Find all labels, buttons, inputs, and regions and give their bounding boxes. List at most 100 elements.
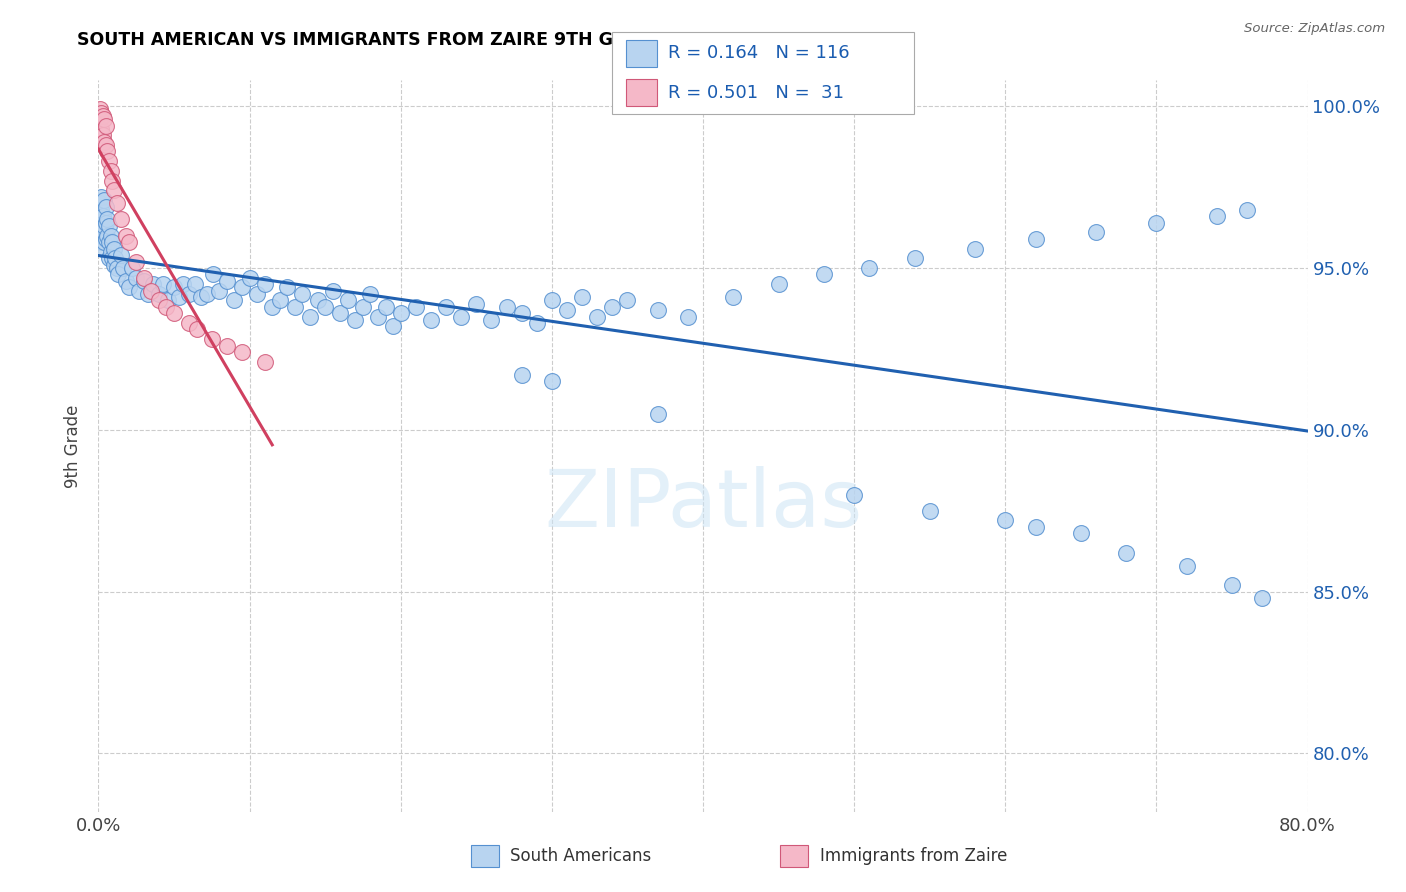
Point [239, 270, 262, 285]
Point [98, 154, 121, 169]
Point [224, 293, 246, 308]
Point [148, 286, 170, 301]
Point [93, 235, 115, 249]
Point [571, 290, 593, 304]
Point [510, 306, 533, 320]
Point [89, 196, 111, 211]
Point [98, 252, 121, 266]
Point [103, 183, 125, 197]
Point [93, 219, 115, 233]
Point [215, 274, 238, 288]
Point [148, 293, 170, 308]
Point [89, 112, 111, 127]
Point [94, 216, 117, 230]
Point [965, 242, 987, 256]
Point [155, 300, 177, 314]
Point [434, 300, 457, 314]
Point [269, 293, 291, 308]
Point [114, 228, 136, 243]
Point [723, 290, 745, 304]
Text: R = 0.164   N = 116: R = 0.164 N = 116 [668, 45, 849, 62]
Point [96, 145, 118, 159]
Point [91, 209, 114, 223]
Point [94, 119, 117, 133]
Point [208, 284, 231, 298]
Point [276, 280, 298, 294]
Point [586, 310, 609, 324]
Point [172, 277, 194, 292]
Point [253, 355, 276, 369]
Text: SOUTH AMERICAN VS IMMIGRANTS FROM ZAIRE 9TH GRADE CORRELATION CHART: SOUTH AMERICAN VS IMMIGRANTS FROM ZAIRE … [77, 31, 882, 49]
Point [994, 513, 1017, 527]
Point [128, 284, 150, 298]
Point [314, 300, 336, 314]
Point [253, 277, 276, 292]
Point [647, 407, 669, 421]
Point [420, 312, 443, 326]
Point [1206, 209, 1229, 223]
Point [142, 277, 165, 292]
Point [101, 235, 124, 249]
Point [90, 235, 112, 249]
Point [844, 487, 866, 501]
Point [299, 310, 322, 324]
Point [163, 306, 186, 320]
Text: ZIPatlas: ZIPatlas [544, 466, 862, 543]
Point [352, 300, 374, 314]
Point [105, 196, 128, 211]
Point [98, 235, 121, 249]
Point [329, 306, 352, 320]
Point [540, 293, 562, 308]
Point [93, 193, 115, 207]
Point [616, 293, 638, 308]
Point [96, 228, 118, 243]
Point [1251, 591, 1274, 606]
Point [141, 284, 163, 298]
Point [344, 312, 367, 326]
Point [918, 504, 941, 518]
Point [91, 226, 114, 240]
Point [1220, 578, 1243, 592]
Point [90, 121, 112, 136]
Point [1175, 558, 1198, 573]
Point [360, 286, 382, 301]
Point [1085, 226, 1108, 240]
Point [93, 112, 115, 127]
Point [94, 232, 117, 246]
Point [768, 277, 790, 292]
Point [104, 252, 127, 266]
Point [389, 306, 412, 320]
Point [89, 103, 111, 117]
Point [336, 293, 359, 308]
Point [322, 284, 344, 298]
Point [101, 252, 124, 266]
Point [100, 244, 122, 259]
Point [647, 303, 669, 318]
Point [215, 339, 238, 353]
Point [89, 228, 111, 243]
Point [858, 260, 880, 275]
Point [100, 228, 122, 243]
Point [291, 286, 314, 301]
Point [186, 322, 208, 336]
Point [179, 286, 201, 301]
Text: R = 0.501   N =  31: R = 0.501 N = 31 [668, 84, 844, 102]
Point [510, 368, 533, 382]
Point [105, 260, 128, 275]
Point [405, 300, 427, 314]
Point [91, 128, 114, 143]
Text: Source: ZipAtlas.com: Source: ZipAtlas.com [1244, 22, 1385, 36]
Point [90, 202, 112, 217]
Point [262, 300, 284, 314]
Point [676, 310, 699, 324]
Point [125, 270, 148, 285]
Point [110, 212, 132, 227]
Text: South Americans: South Americans [510, 847, 651, 865]
Point [103, 258, 125, 272]
Text: Immigrants from Zaire: Immigrants from Zaire [820, 847, 1007, 865]
Point [179, 316, 201, 330]
Point [231, 345, 253, 359]
Point [103, 242, 125, 256]
Point [1070, 526, 1092, 541]
Point [91, 242, 114, 256]
